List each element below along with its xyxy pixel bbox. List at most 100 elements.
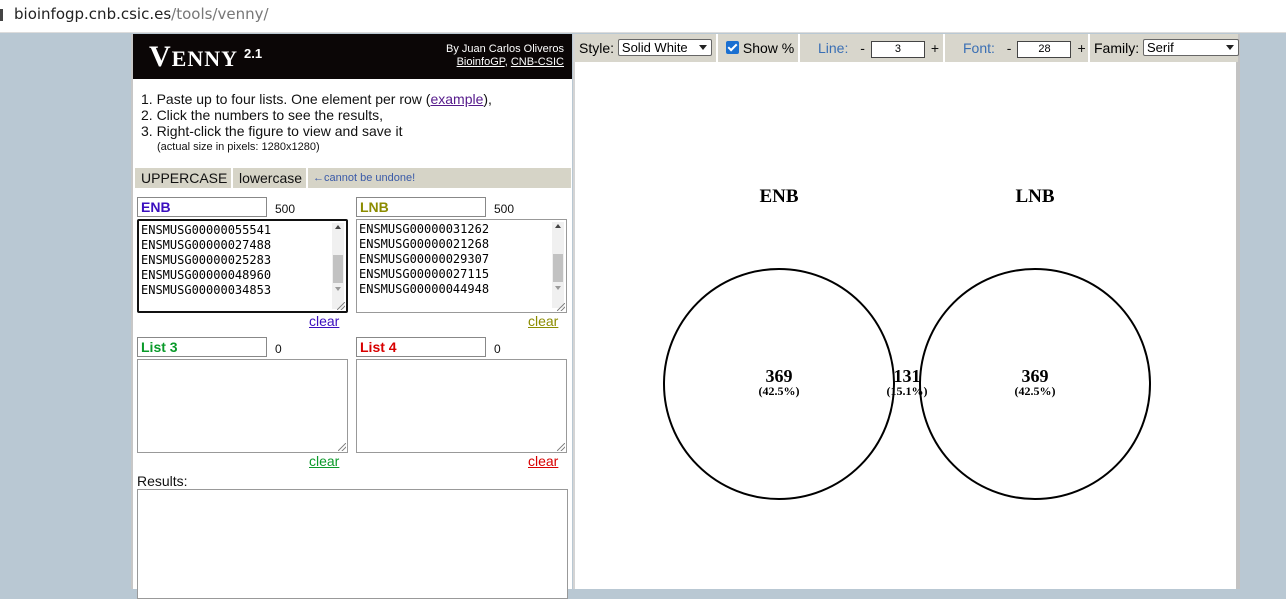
list1-scrollbar[interactable]: [332, 223, 344, 309]
chevron-down-icon: [698, 45, 707, 50]
line-label: Line:: [818, 40, 849, 56]
browser-url-bar[interactable]: bioinfogp.cnb.csic.es/tools/venny/: [0, 0, 1286, 33]
scroll-down-icon[interactable]: [555, 286, 561, 290]
family-select[interactable]: Serif: [1143, 39, 1240, 56]
font-minus-button[interactable]: -: [1006, 40, 1012, 56]
style-select[interactable]: Solid White: [617, 39, 712, 56]
credit-comma: ,: [504, 56, 511, 68]
list3-count: 0: [275, 342, 282, 356]
region-a-only-count[interactable]: 369: [766, 366, 793, 386]
list-item: ENSMUSG00000027488: [141, 238, 272, 252]
example-link[interactable]: example: [430, 91, 484, 107]
url-text[interactable]: bioinfogp.cnb.csic.es/tools/venny/: [14, 5, 269, 23]
list-item: ENSMUSG00000048960: [141, 268, 272, 282]
line-width-input[interactable]: 3: [870, 41, 925, 58]
set-b-label: LNB: [1015, 186, 1054, 207]
show-pct-label: Show %: [742, 40, 795, 56]
step1-text: 1. Paste up to four lists. One element p…: [141, 91, 431, 107]
set-a-circle: [663, 268, 895, 500]
list-item: ENSMUSG00000027115: [359, 267, 490, 281]
font-control: Font: -28 +: [945, 34, 1090, 62]
logo-rest: ENNY: [171, 46, 239, 71]
list-item: ENSMUSG00000044948: [359, 282, 490, 296]
instruction-step-1: 1. Paste up to four lists. One element p…: [141, 91, 492, 107]
line-control: Line: -3 +: [800, 34, 945, 62]
line-plus-button[interactable]: +: [930, 40, 940, 56]
scroll-up-icon[interactable]: [335, 225, 341, 229]
list3-clear-link[interactable]: clear: [309, 453, 340, 469]
scroll-up-icon[interactable]: [555, 224, 561, 228]
set-a-label: ENB: [759, 186, 798, 207]
list2-name: LNB: [360, 199, 389, 215]
resize-grip-icon[interactable]: [557, 443, 565, 451]
case-toolbar: UPPERCASE lowercase ←cannot be undone!: [135, 168, 571, 188]
family-value: Serif: [1147, 40, 1174, 55]
app-header: VENNY 2.1 By Juan Carlos Oliveros Bioinfo…: [133, 34, 572, 79]
list2-clear-link[interactable]: clear: [528, 313, 559, 329]
list2-scrollbar[interactable]: [552, 222, 564, 308]
font-label: Font:: [963, 40, 995, 56]
scroll-thumb[interactable]: [333, 255, 343, 283]
list3-name-input[interactable]: List 3: [137, 337, 267, 357]
list4-textarea[interactable]: [356, 359, 567, 453]
style-control: Style: Solid White: [575, 34, 718, 62]
region-intersection-count[interactable]: 131: [894, 366, 921, 386]
list4-clear-link[interactable]: clear: [528, 453, 559, 469]
show-pct-checkbox[interactable]: [726, 41, 739, 54]
list-item: ENSMUSG00000021268: [359, 237, 490, 251]
url-host: bioinfogp.cnb.csic.es: [14, 5, 172, 23]
list-item: ENSMUSG00000034853: [141, 283, 272, 297]
region-intersection-percent: (15.1%): [887, 384, 928, 398]
resize-grip-icon[interactable]: [338, 443, 346, 451]
list3-textarea[interactable]: [137, 359, 348, 453]
list4-count: 0: [494, 342, 501, 356]
logo-version: 2.1: [244, 46, 263, 61]
scroll-thumb[interactable]: [553, 254, 563, 282]
author-credit: By Juan Carlos Oliveros BioinfoGP, CNB-C…: [446, 43, 564, 69]
chevron-down-icon: [1226, 45, 1235, 50]
list2-textarea[interactable]: ENSMUSG00000031262 ENSMUSG00000021268 EN…: [356, 219, 567, 313]
figure-toolbar: Style: Solid White Show % Line: -3 + Font…: [575, 34, 1240, 62]
resize-grip-icon[interactable]: [557, 303, 565, 311]
step1-tail: ),: [483, 91, 492, 107]
list1-name: ENB: [141, 199, 171, 215]
list1-name-input[interactable]: ENB: [137, 197, 267, 217]
cnb-csic-link[interactable]: CNB-CSIC: [510, 56, 564, 68]
venn-diagram[interactable]: ENB LNB 369 (42.5%) 131 (15.1%) 369 (42.…: [575, 62, 1236, 589]
list4-name-input[interactable]: List 4: [356, 337, 486, 357]
family-control: Family: Serif: [1090, 34, 1240, 62]
instructions: 1. Paste up to four lists. One element p…: [141, 91, 492, 155]
font-size-input[interactable]: 28: [1017, 41, 1072, 58]
region-b-only-percent: (42.5%): [1015, 384, 1056, 398]
lowercase-button[interactable]: lowercase: [235, 168, 309, 188]
region-b-only-count[interactable]: 369: [1022, 366, 1049, 386]
url-path: /tools/venny/: [171, 5, 269, 23]
set-b-circle: [919, 268, 1151, 500]
results-textarea[interactable]: [137, 489, 568, 599]
undo-warning: ←cannot be undone!: [313, 172, 416, 184]
list2-count: 500: [494, 202, 515, 216]
author-name: By Juan Carlos Oliveros: [446, 43, 564, 55]
font-plus-button[interactable]: +: [1077, 40, 1086, 56]
figure-panel: Style: Solid White Show % Line: -3 + Font…: [573, 34, 1240, 589]
venny-logo: VENNY 2.1: [149, 40, 262, 74]
region-a-only-percent: (42.5%): [759, 384, 800, 398]
family-label: Family:: [1094, 40, 1140, 56]
scroll-down-icon[interactable]: [335, 287, 341, 291]
list-item: ENSMUSG00000031262: [359, 222, 490, 236]
list1-count: 500: [275, 202, 296, 216]
show-pct-control: Show %: [718, 34, 800, 62]
list2-name-input[interactable]: LNB: [356, 197, 486, 217]
logo-initial: V: [149, 40, 172, 73]
list4-name: List 4: [360, 339, 397, 355]
style-value: Solid White: [621, 40, 688, 55]
size-note: (actual size in pixels: 1280x1280): [157, 141, 320, 153]
line-minus-button[interactable]: -: [860, 40, 865, 56]
instruction-step-2: 2. Click the numbers to see the results,: [141, 107, 383, 123]
uppercase-button[interactable]: UPPERCASE: [137, 168, 234, 188]
resize-grip-icon[interactable]: [337, 302, 345, 310]
list1-textarea[interactable]: ENSMUSG00000055541 ENSMUSG00000027488 EN…: [137, 219, 348, 313]
bioinfogp-link[interactable]: BioinfoGP: [456, 56, 505, 68]
list1-clear-link[interactable]: clear: [309, 313, 340, 329]
input-panel: VENNY 2.1 By Juan Carlos Oliveros Bioinfo…: [131, 34, 572, 599]
